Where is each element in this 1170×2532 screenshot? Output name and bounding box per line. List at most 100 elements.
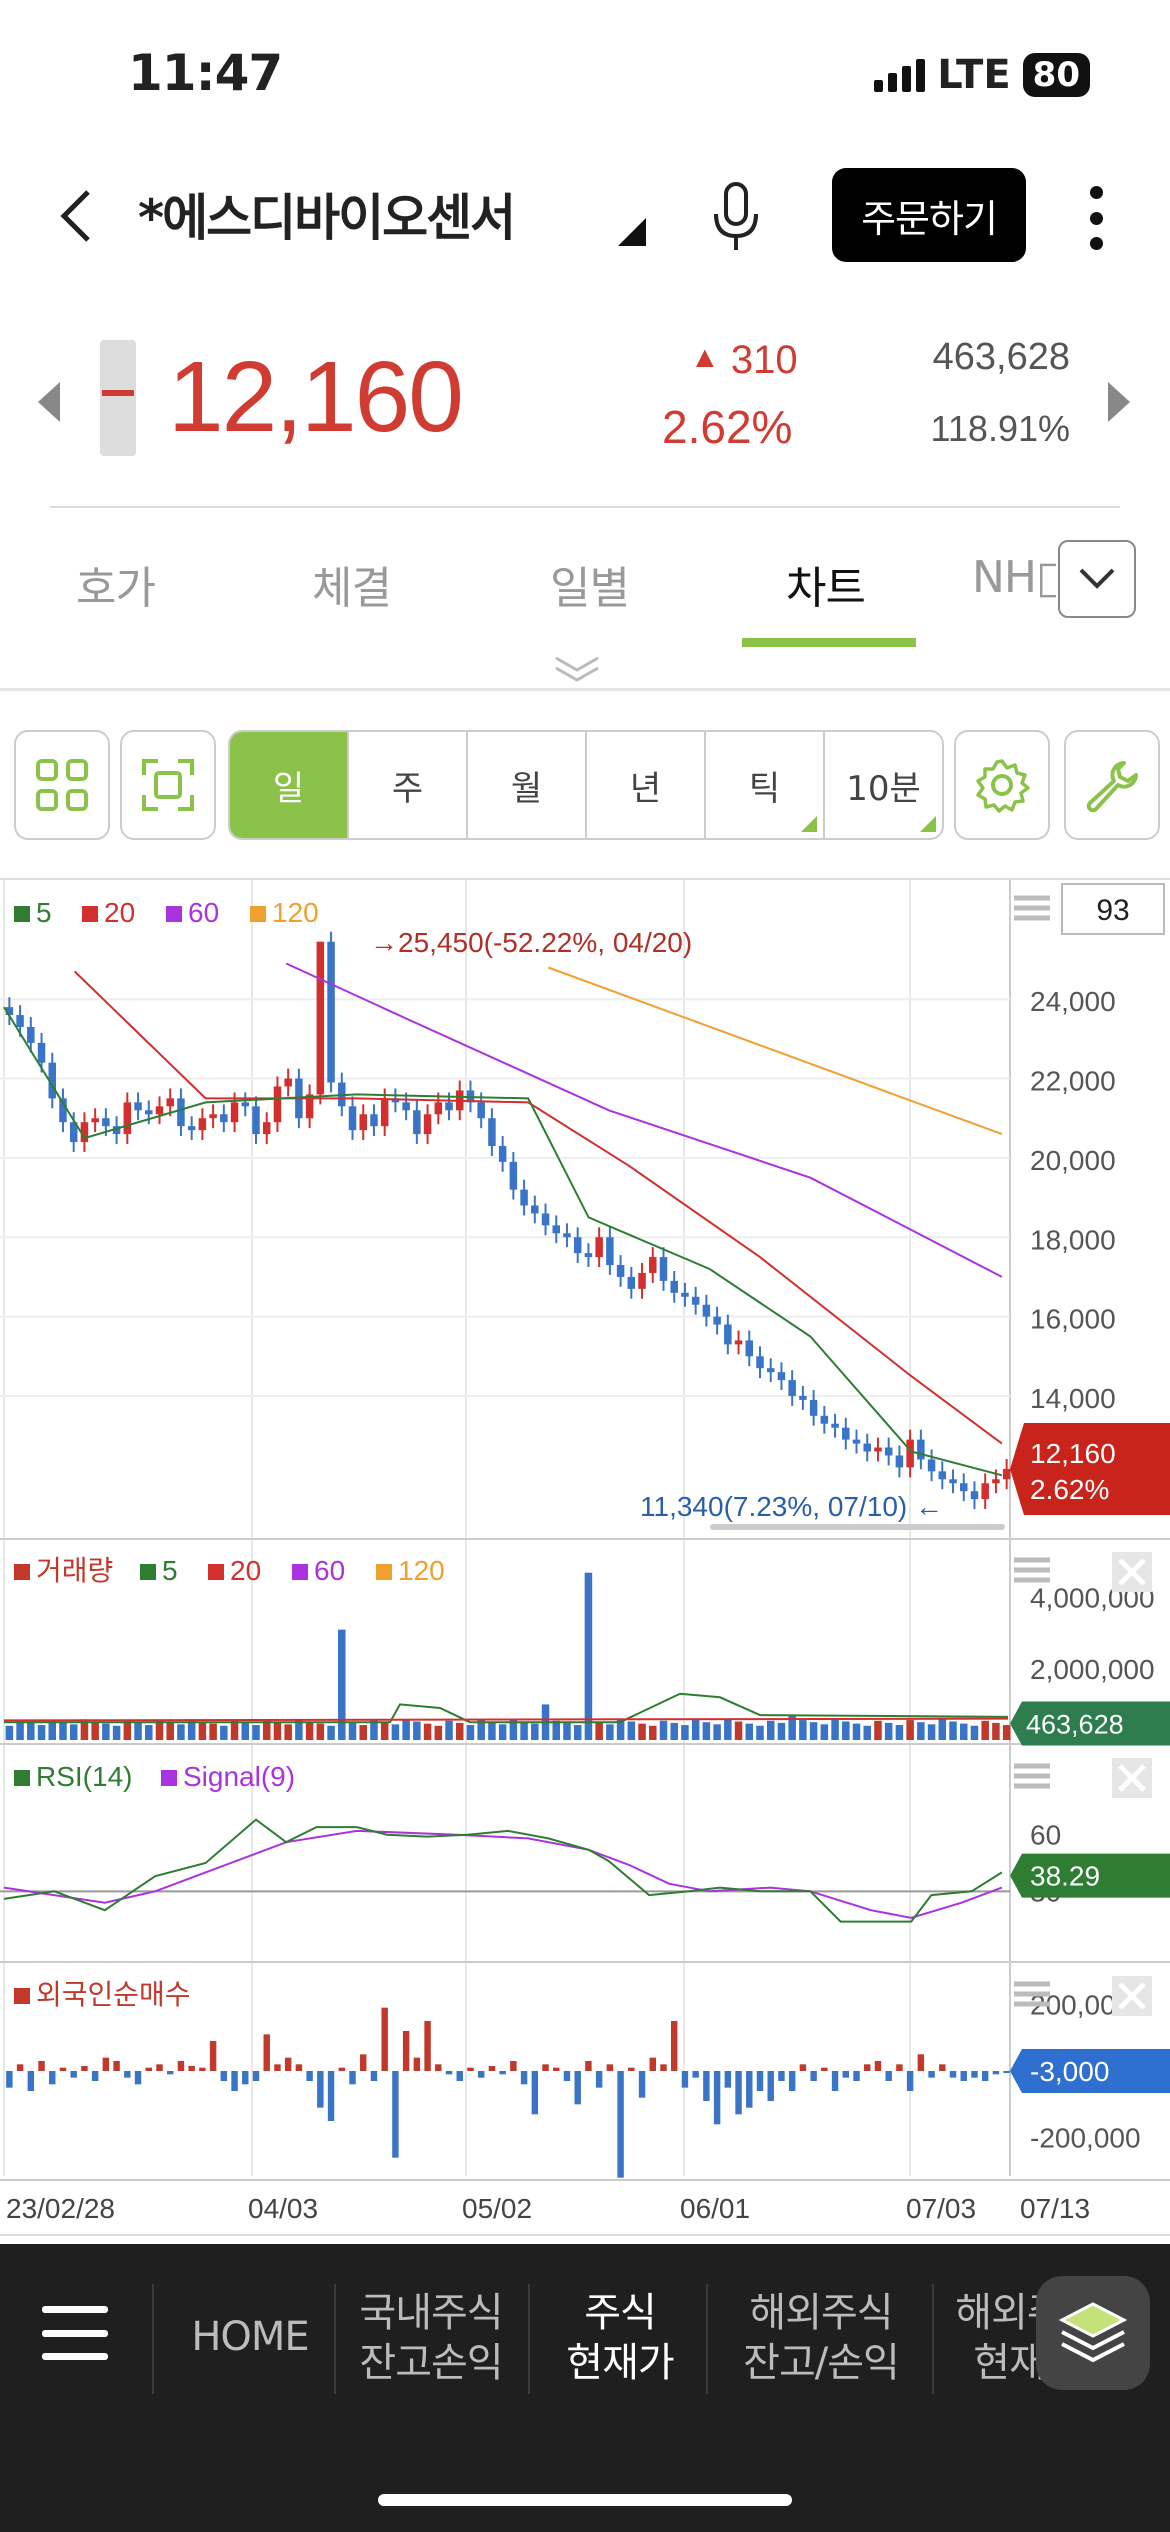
candle-body: [69, 1122, 78, 1143]
foreign-net-bar: [381, 2007, 388, 2071]
period-day[interactable]: 일: [230, 732, 349, 838]
stock-title[interactable]: *에스디바이오센서: [138, 189, 516, 247]
candle-body: [959, 1483, 968, 1492]
period-month[interactable]: 월: [468, 732, 587, 838]
y-tick-label: 14,000: [1030, 1383, 1116, 1414]
candle-body: [895, 1455, 904, 1468]
legend-label: 외국인순매수: [36, 1979, 191, 2010]
stock-chart[interactable]: 24,000 22,000 20,000 18,000 16,000 14,000 5 20 6…: [0, 878, 1170, 2236]
grid-layout-button[interactable]: [14, 730, 110, 840]
chart-settings-button[interactable]: [954, 730, 1050, 840]
nav-overseas-balance[interactable]: 해외주식 잔고/손익: [743, 2290, 900, 2386]
nav-domestic-balance[interactable]: 국내주식 잔고손익: [359, 2290, 503, 2386]
foreign-net-bar: [27, 2071, 35, 2091]
legend-swatch: [14, 1564, 30, 1580]
volume-bar: [724, 1719, 732, 1740]
home-indicator: [378, 2494, 792, 2506]
legend-swatch: [14, 1770, 30, 1786]
candle-body: [198, 1118, 207, 1131]
chart-canvas[interactable]: 24,000 22,000 20,000 18,000 16,000 14,000 5 20 6…: [0, 880, 1170, 2238]
tab-trades[interactable]: 체결: [312, 563, 392, 614]
volume-bar: [16, 1720, 24, 1740]
volume-bar: [959, 1723, 968, 1740]
y-tick-label: 60: [1030, 1820, 1061, 1851]
fullscreen-button[interactable]: [120, 730, 216, 840]
candle-body: [713, 1316, 721, 1325]
candle-body: [799, 1395, 807, 1400]
tab-nh[interactable]: NH□: [972, 552, 1056, 603]
prev-stock-icon[interactable]: [38, 382, 60, 422]
candle-body: [391, 1098, 400, 1103]
order-button[interactable]: 주문하기: [832, 168, 1026, 262]
status-time: 11:47: [128, 44, 283, 102]
volume-bar: [327, 1725, 335, 1740]
period-year[interactable]: 년: [587, 732, 706, 838]
stock-select-caret-icon[interactable]: [618, 218, 646, 246]
menu-icon[interactable]: [42, 2306, 108, 2360]
candle-body: [273, 1086, 282, 1123]
candle-body: [413, 1110, 421, 1135]
legend-label: 5: [36, 897, 52, 928]
candle-body: [434, 1102, 443, 1115]
candle-body: [627, 1276, 636, 1289]
volume-bar: [584, 1572, 593, 1740]
volume-bar: [177, 1724, 185, 1740]
candle-body: [1002, 1468, 1011, 1480]
more-menu-icon[interactable]: [1088, 186, 1104, 250]
period-10min[interactable]: 10분: [825, 732, 942, 838]
layers-button[interactable]: [1036, 2276, 1150, 2390]
volume-bar: [348, 1722, 357, 1740]
nav-separator: [528, 2284, 530, 2394]
foreign-net-bar: [263, 2034, 270, 2071]
candle-body: [102, 1118, 110, 1127]
nav-stock-quote[interactable]: 주식 현재가: [566, 2290, 674, 2386]
period-tick[interactable]: 틱: [706, 732, 825, 838]
foreign-net-bar: [317, 2071, 324, 2108]
current-price-tag-value: 12,160: [1030, 1438, 1116, 1469]
candle-body: [863, 1443, 871, 1452]
candle-body: [927, 1459, 936, 1472]
legend-swatch: [161, 1770, 177, 1786]
foreign-net-bar: [91, 2071, 99, 2081]
foreign-net-bar: [821, 2067, 828, 2071]
foreign-net-bar: [810, 2071, 817, 2081]
legend-label: 거래량: [36, 1555, 113, 1586]
candle-body: [756, 1356, 764, 1369]
foreign-net-bar: [102, 2057, 110, 2071]
candle-body: [831, 1423, 839, 1428]
period-week[interactable]: 주: [349, 732, 468, 838]
tab-chart[interactable]: 차트: [786, 563, 866, 614]
legend-swatch: [292, 1564, 308, 1580]
tab-daily[interactable]: 일별: [550, 563, 630, 614]
next-stock-icon[interactable]: [1108, 382, 1130, 422]
nav-separator: [706, 2284, 708, 2394]
candle-body: [541, 1213, 550, 1226]
volume-bar: [552, 1720, 561, 1740]
candle-body: [498, 1146, 507, 1162]
collapse-chevron-icon[interactable]: [552, 652, 602, 686]
count-box-value: 93: [1096, 894, 1129, 927]
candle-body: [134, 1102, 142, 1111]
candle-body: [573, 1237, 582, 1254]
period-label: 주: [391, 768, 424, 809]
volume-bar: [123, 1720, 132, 1740]
foreign-net-bar: [906, 2071, 914, 2091]
volume-bar: [842, 1721, 850, 1740]
tab-orderbook[interactable]: 호가: [76, 563, 156, 614]
volume-bar: [777, 1722, 786, 1740]
foreign-net-bar: [746, 2071, 753, 2108]
tab-expand-button[interactable]: [1058, 540, 1136, 618]
candle-body: [402, 1102, 410, 1111]
microphone-icon[interactable]: [706, 180, 766, 254]
back-icon[interactable]: [56, 188, 96, 244]
nav-home[interactable]: HOME: [191, 2314, 309, 2360]
period-label: 일: [272, 768, 305, 809]
legend-label: RSI(14): [36, 1761, 132, 1792]
volume-bar: [927, 1724, 936, 1740]
period-label: 년: [629, 768, 662, 809]
foreign-net-bar: [274, 2064, 281, 2071]
chart-tools-button[interactable]: [1064, 730, 1160, 840]
volume-bar: [649, 1725, 657, 1740]
volume-bar: [402, 1719, 410, 1740]
volume-bar: [992, 1722, 1000, 1740]
